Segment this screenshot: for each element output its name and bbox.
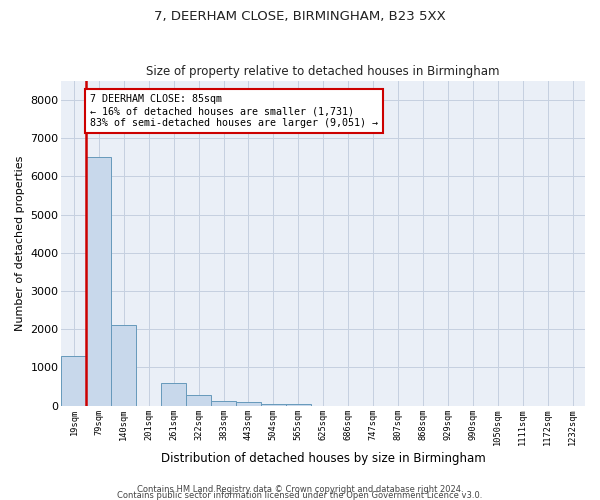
Bar <box>261 404 286 406</box>
Bar <box>161 382 186 406</box>
X-axis label: Distribution of detached houses by size in Birmingham: Distribution of detached houses by size … <box>161 452 485 465</box>
Bar <box>112 326 136 406</box>
Bar <box>211 400 236 406</box>
Bar <box>286 404 311 406</box>
Y-axis label: Number of detached properties: Number of detached properties <box>15 156 25 331</box>
Title: Size of property relative to detached houses in Birmingham: Size of property relative to detached ho… <box>146 66 500 78</box>
Text: Contains HM Land Registry data © Crown copyright and database right 2024.: Contains HM Land Registry data © Crown c… <box>137 484 463 494</box>
Bar <box>86 158 112 406</box>
Text: 7, DEERHAM CLOSE, BIRMINGHAM, B23 5XX: 7, DEERHAM CLOSE, BIRMINGHAM, B23 5XX <box>154 10 446 23</box>
Bar <box>186 395 211 406</box>
Bar <box>61 356 86 406</box>
Text: Contains public sector information licensed under the Open Government Licence v3: Contains public sector information licen… <box>118 490 482 500</box>
Bar <box>236 402 261 406</box>
Text: 7 DEERHAM CLOSE: 85sqm
← 16% of detached houses are smaller (1,731)
83% of semi-: 7 DEERHAM CLOSE: 85sqm ← 16% of detached… <box>90 94 378 128</box>
